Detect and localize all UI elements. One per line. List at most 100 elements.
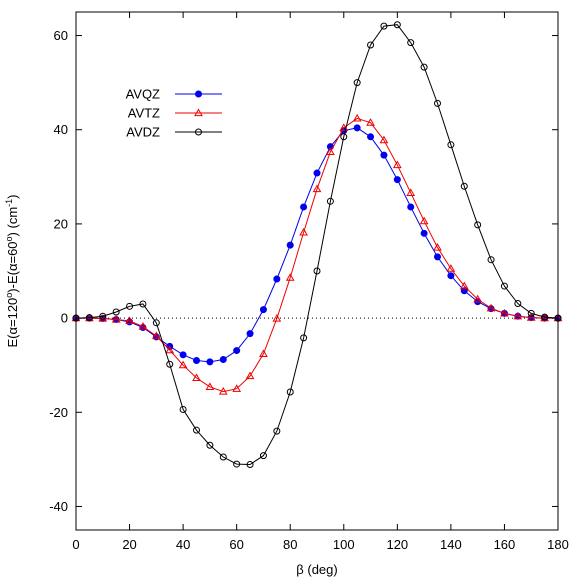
data-point-avdz xyxy=(407,39,415,47)
legend-marker-avqz xyxy=(195,90,202,98)
plot-frame xyxy=(75,11,559,531)
y-label-text: E(α=120 xyxy=(5,298,20,348)
data-point-avtz xyxy=(419,216,429,225)
data-point-avdz xyxy=(420,63,428,71)
data-point-avqz xyxy=(420,229,428,237)
data-point-avtz xyxy=(379,135,389,144)
data-point-avqz xyxy=(233,347,241,355)
x-tick-label: 140 xyxy=(440,537,462,552)
data-point-avqz xyxy=(219,356,227,364)
data-point-avtz xyxy=(192,373,201,382)
data-point-avqz xyxy=(286,241,294,249)
y-label-text: ) (cm xyxy=(5,207,20,237)
x-tick-label: 160 xyxy=(494,537,516,552)
data-point-avtz xyxy=(366,118,375,126)
data-point-avdz xyxy=(300,334,308,342)
data-point-avdz xyxy=(126,302,134,310)
legend-marker-avtz xyxy=(194,108,203,117)
data-point-avdz xyxy=(527,309,535,317)
data-point-avdz xyxy=(487,256,495,264)
y-tick-label: -20 xyxy=(49,405,68,420)
data-point-avtz xyxy=(513,311,523,320)
x-tick-label: 180 xyxy=(547,537,569,552)
data-point-avqz xyxy=(246,330,254,338)
data-point-avtz xyxy=(352,113,362,122)
data-point-avtz xyxy=(245,371,255,380)
x-tick-label: 60 xyxy=(229,537,243,552)
x-tick-label: 20 xyxy=(122,537,136,552)
data-point-avdz xyxy=(233,460,241,468)
data-point-avqz xyxy=(300,203,308,211)
data-point-avdz xyxy=(139,300,147,308)
data-point-avdz xyxy=(193,426,200,434)
y-label-superscript: o xyxy=(4,293,14,298)
data-point-avdz xyxy=(246,461,254,469)
data-point-avdz xyxy=(474,221,482,229)
data-point-avdz xyxy=(434,99,441,107)
data-point-avdz xyxy=(367,41,375,49)
data-point-avdz xyxy=(380,22,388,30)
data-point-avqz xyxy=(313,169,321,177)
x-tick-label: 120 xyxy=(386,537,408,552)
series-line-avtz xyxy=(76,117,558,393)
x-tick-label: 40 xyxy=(176,537,190,552)
data-point-avdz xyxy=(460,182,468,190)
data-point-avtz xyxy=(138,322,148,330)
x-tick-label: 80 xyxy=(283,537,297,552)
data-point-avqz xyxy=(179,351,187,359)
y-tick-label: 40 xyxy=(54,122,68,137)
x-tick-label: 0 xyxy=(72,537,79,552)
data-point-avtz xyxy=(178,360,188,369)
data-point-avdz xyxy=(541,313,549,321)
data-point-avtz xyxy=(486,303,496,312)
legend-label-avdz: AVDZ xyxy=(126,125,160,140)
data-point-avqz xyxy=(367,133,375,141)
x-axis-label: β (deg) xyxy=(296,562,337,577)
data-point-avtz xyxy=(326,147,335,155)
data-point-avdz xyxy=(152,319,160,327)
data-point-avtz xyxy=(446,264,456,272)
data-point-avtz xyxy=(205,382,215,390)
data-point-avtz xyxy=(500,308,509,317)
data-point-avtz xyxy=(406,188,416,196)
series-line-avdz xyxy=(75,24,559,466)
data-point-avdz xyxy=(99,312,107,320)
data-point-avtz xyxy=(392,160,402,169)
legend-marker-avdz xyxy=(195,128,202,136)
data-point-avtz xyxy=(433,242,442,251)
data-point-avtz xyxy=(299,227,308,236)
data-point-avdz xyxy=(112,308,120,316)
data-point-avdz xyxy=(326,197,334,205)
data-point-avdz xyxy=(353,79,361,87)
y-tick-label: 20 xyxy=(54,216,68,231)
data-point-avdz xyxy=(259,452,267,460)
series-avtz xyxy=(71,113,563,395)
x-tick-label: 100 xyxy=(333,537,355,552)
data-point-avtz xyxy=(459,281,469,290)
data-point-avtz xyxy=(218,387,228,395)
legend: AVQZ AVTZ AVDZ xyxy=(126,87,222,140)
data-point-avtz xyxy=(473,294,483,303)
data-point-avdz xyxy=(514,299,522,307)
data-point-avdz xyxy=(340,133,348,141)
data-point-avdz xyxy=(313,267,321,275)
legend-label-avqz: AVQZ xyxy=(126,87,160,102)
y-tick-label: -40 xyxy=(49,499,68,514)
data-point-avdz xyxy=(500,282,508,290)
data-point-avdz xyxy=(273,427,281,435)
data-point-avtz xyxy=(259,349,268,358)
data-point-avqz xyxy=(393,176,401,184)
data-point-avtz xyxy=(111,314,121,323)
data-point-avtz xyxy=(312,184,322,193)
data-point-avtz xyxy=(526,313,536,321)
data-point-avdz xyxy=(85,314,93,322)
data-point-avqz xyxy=(259,306,267,314)
data-point-avdz xyxy=(166,360,174,368)
data-point-avqz xyxy=(193,356,200,364)
y-tick-label: 0 xyxy=(61,311,68,326)
data-point-avqz xyxy=(407,203,415,211)
series-layer xyxy=(71,21,563,469)
data-point-avdz xyxy=(219,453,227,461)
data-point-avqz xyxy=(206,358,214,366)
